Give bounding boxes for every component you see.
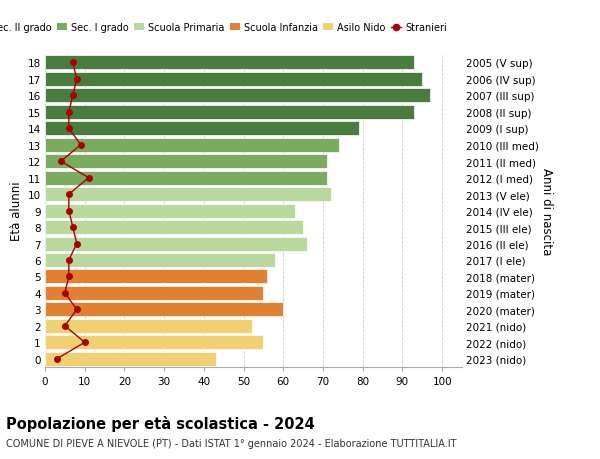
Bar: [45, 221, 303, 235]
Text: Popolazione per età scolastica - 2024: Popolazione per età scolastica - 2024: [6, 415, 315, 431]
Y-axis label: Età alunni: Età alunni: [10, 181, 23, 241]
Bar: [45, 56, 415, 70]
Bar: [45, 336, 263, 350]
Text: COMUNE DI PIEVE A NIEVOLE (PT) - Dati ISTAT 1° gennaio 2024 - Elaborazione TUTTI: COMUNE DI PIEVE A NIEVOLE (PT) - Dati IS…: [6, 438, 457, 448]
Bar: [45, 188, 331, 202]
Bar: [45, 253, 275, 268]
Bar: [45, 319, 251, 333]
Bar: [45, 139, 339, 152]
Bar: [45, 204, 295, 218]
Bar: [45, 237, 307, 251]
Bar: [45, 122, 359, 136]
Bar: [45, 155, 327, 169]
Bar: [45, 303, 283, 317]
Bar: [45, 352, 216, 366]
Y-axis label: Anni di nascita: Anni di nascita: [540, 168, 553, 255]
Bar: [45, 171, 327, 185]
Bar: [45, 270, 268, 284]
Legend: Sec. II grado, Sec. I grado, Scuola Primaria, Scuola Infanzia, Asilo Nido, Stran: Sec. II grado, Sec. I grado, Scuola Prim…: [0, 19, 451, 37]
Bar: [45, 106, 415, 119]
Bar: [45, 73, 422, 87]
Bar: [45, 286, 263, 300]
Bar: [45, 89, 430, 103]
